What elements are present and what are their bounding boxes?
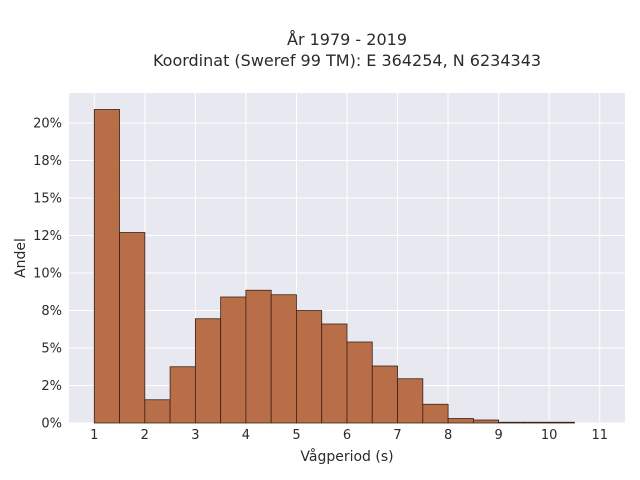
chart-title-line-1: År 1979 - 2019 [287, 30, 407, 49]
x-tick-label: 11 [591, 428, 608, 443]
histogram-bar [346, 341, 373, 424]
y-tick-labels: 0% 2% 5% 8% 10% 12% 15% 18% 20% [33, 117, 62, 432]
histogram-bar [371, 365, 398, 424]
histogram-bar [498, 421, 525, 424]
y-tick-label: 2% [41, 379, 62, 394]
y-tick-label: 10% [33, 267, 62, 282]
histogram-bar [472, 419, 500, 424]
bars [93, 109, 575, 424]
chart-title-line-2: Koordinat (Sweref 99 TM): E 364254, N 62… [153, 51, 541, 70]
y-tick-label: 12% [33, 229, 62, 244]
histogram-bar [144, 399, 171, 424]
histogram-bar [194, 318, 222, 424]
grid-lines [69, 93, 625, 424]
histogram-bar [296, 310, 323, 424]
x-tick-labels: 1 2 3 4 5 6 7 8 9 10 11 [90, 428, 608, 443]
y-tick-label: 0% [41, 417, 62, 432]
y-tick-label: 20% [33, 117, 62, 132]
histogram-bar [169, 366, 196, 424]
x-tick-label: 7 [393, 428, 401, 443]
y-axis-title: Andel [13, 238, 29, 278]
y-tick-label: 18% [33, 154, 62, 169]
x-tick-label: 1 [90, 428, 98, 443]
histogram-bar [422, 403, 449, 424]
x-tick-label: 3 [191, 428, 199, 443]
x-tick-label: 6 [343, 428, 351, 443]
x-axis-title: Vågperiod (s) [300, 448, 393, 465]
histogram-bar [220, 296, 247, 424]
histogram-bar [447, 418, 474, 424]
y-tick-label: 8% [41, 304, 62, 319]
x-tick-label: 10 [541, 428, 558, 443]
histogram-bar [119, 232, 146, 424]
histogram-bar [245, 289, 272, 424]
y-tick-label: 15% [33, 192, 62, 207]
histogram-bar [321, 323, 348, 424]
x-tick-label: 2 [141, 428, 149, 443]
x-tick-label: 4 [242, 428, 250, 443]
x-tick-label: 5 [292, 428, 300, 443]
y-tick-label: 5% [41, 342, 62, 357]
histogram-bar [523, 421, 550, 424]
histogram-bar [93, 109, 120, 424]
x-tick-label: 8 [444, 428, 452, 443]
histogram-bar [548, 421, 575, 424]
histogram-bar [270, 294, 297, 424]
x-tick-label: 9 [494, 428, 502, 443]
histogram-bar [397, 378, 424, 424]
